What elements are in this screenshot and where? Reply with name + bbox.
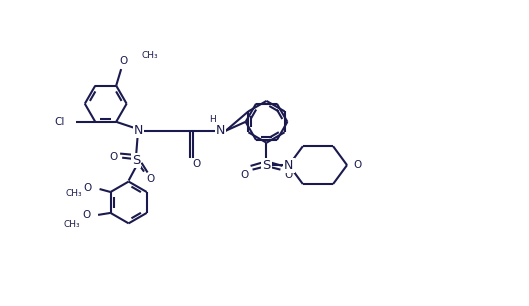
Text: O: O (120, 56, 128, 65)
Text: H: H (209, 115, 216, 124)
Text: S: S (132, 154, 140, 167)
Text: O: O (192, 159, 200, 169)
Text: O: O (83, 211, 90, 220)
Text: N: N (216, 124, 225, 137)
Text: N: N (284, 159, 294, 172)
Text: CH₃: CH₃ (141, 51, 158, 60)
Text: O: O (146, 174, 154, 184)
Text: S: S (262, 159, 271, 172)
Text: O: O (109, 152, 117, 162)
Text: Cl: Cl (55, 117, 65, 127)
Text: CH₃: CH₃ (66, 189, 82, 199)
Text: N: N (134, 124, 143, 137)
Text: CH₃: CH₃ (64, 220, 80, 229)
Text: O: O (284, 170, 293, 180)
Text: O: O (241, 170, 249, 180)
Text: O: O (84, 183, 92, 193)
Text: O: O (354, 160, 362, 170)
